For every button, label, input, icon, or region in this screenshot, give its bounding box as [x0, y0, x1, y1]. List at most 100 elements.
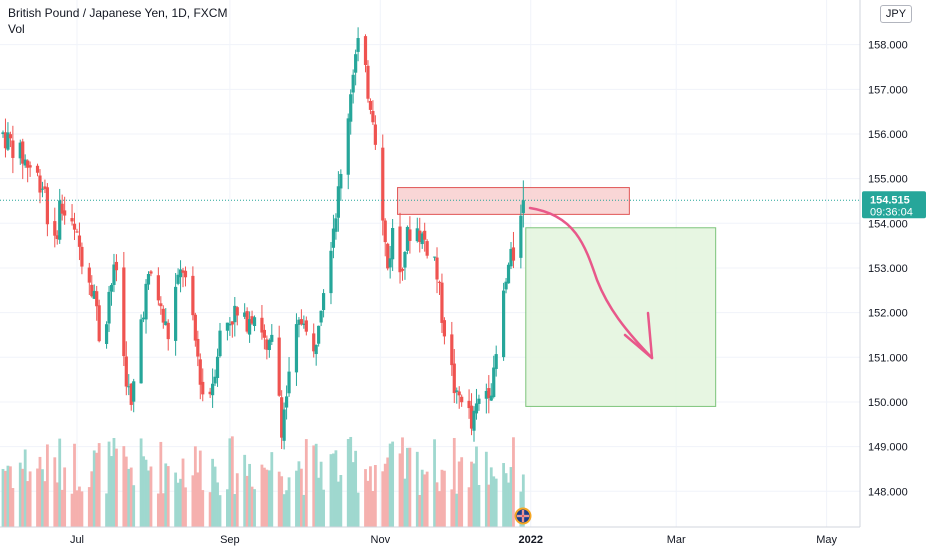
candle-body [321, 293, 326, 311]
candle-body [109, 284, 114, 292]
candle-body [440, 282, 444, 323]
volume-bar [144, 459, 148, 527]
volume-bar [191, 475, 195, 527]
volume-bar [213, 466, 217, 527]
volume-bar [233, 494, 237, 527]
volume-bar [235, 473, 239, 527]
volume-bars [1, 436, 525, 527]
candle-body [144, 283, 148, 320]
volume-bar [494, 478, 498, 527]
volume-bar [398, 453, 402, 527]
y-tick-label: 150.000 [868, 397, 908, 409]
volume-bar [336, 481, 340, 527]
volume-bar [193, 446, 197, 527]
candle-body [8, 134, 12, 139]
volume-bar [356, 492, 360, 527]
volume-bar [105, 493, 108, 527]
volume-bar [332, 453, 335, 527]
volume-bar [60, 489, 64, 527]
candle-body [284, 396, 289, 408]
candle-body [477, 398, 481, 404]
volume-bar [218, 495, 222, 527]
volume-bar [80, 491, 84, 527]
candle-body [351, 74, 355, 93]
volume-bar [55, 482, 59, 527]
candle-body [329, 250, 333, 294]
x-tick-label: Jul [70, 534, 84, 546]
volume-bar [433, 439, 436, 527]
volume-bar [248, 463, 251, 527]
volume-bar [484, 451, 488, 527]
volume-bar [260, 464, 264, 527]
candle-body [415, 228, 419, 242]
candle-body [1, 132, 5, 135]
candle-body [331, 228, 336, 248]
candle-body [35, 165, 40, 173]
candle-body [405, 226, 410, 251]
candle-body [26, 160, 30, 168]
volume-bar [492, 476, 496, 527]
candle-body [287, 371, 291, 394]
candle-body [53, 221, 57, 236]
volume-bar [354, 450, 358, 527]
candle-body [250, 316, 254, 324]
candle-body [55, 235, 59, 240]
candle-body [191, 275, 195, 316]
volume-bar [366, 480, 370, 527]
volume-bar [297, 461, 301, 527]
volume-bar [198, 450, 202, 527]
candle-body [178, 269, 183, 278]
candle-body [28, 165, 32, 168]
candle-body [63, 210, 67, 216]
y-tick-label: 148.000 [868, 486, 908, 498]
forecast-arrowhead [623, 311, 654, 360]
volume-bar [443, 470, 446, 527]
candle-body [519, 215, 523, 258]
candle-body [92, 290, 96, 299]
candle-body [104, 324, 109, 344]
candle-body [368, 100, 373, 110]
volume-bar [159, 441, 163, 527]
candle-body [299, 319, 303, 325]
volume-bar [124, 456, 128, 527]
candle-body [80, 246, 84, 267]
candle-body [230, 321, 234, 325]
y-tick-label: 149.000 [868, 442, 908, 454]
candle-body [442, 320, 447, 337]
resistance-zone [397, 187, 630, 215]
currency-badge[interactable]: JPY [880, 5, 912, 23]
candle-body [521, 200, 525, 214]
grid [0, 0, 860, 527]
volume-bar [302, 494, 306, 527]
volume-bar [349, 436, 353, 527]
last-price-value: 154.515 [870, 194, 910, 206]
volume-bar [440, 469, 444, 527]
volume-bar [364, 469, 367, 527]
candle-body [474, 403, 479, 414]
candle-body [391, 227, 395, 260]
volume-bar [487, 484, 491, 527]
volume-bar [253, 489, 256, 527]
volume-bar [208, 492, 212, 527]
candle-body [260, 317, 264, 333]
last-price-badge [862, 191, 926, 219]
volume-label: Vol [8, 22, 25, 36]
candle-body [472, 410, 476, 431]
volume-bar [179, 478, 182, 527]
time-axis-bg [0, 527, 932, 550]
candle-body [408, 229, 412, 241]
volume-bar [472, 463, 476, 527]
candle-body [297, 319, 301, 325]
candle-body [334, 218, 338, 232]
volume-bar [388, 443, 392, 527]
y-tick-label: 151.000 [868, 352, 908, 364]
x-tick-label: 2022 [518, 534, 542, 546]
candle-body [336, 186, 340, 218]
y-tick-label: 155.000 [868, 174, 908, 186]
volume-bar [287, 477, 291, 527]
candle-body [228, 323, 232, 326]
volume-bar [295, 470, 298, 527]
volume-bar [6, 465, 10, 527]
volume-bar [122, 446, 126, 527]
